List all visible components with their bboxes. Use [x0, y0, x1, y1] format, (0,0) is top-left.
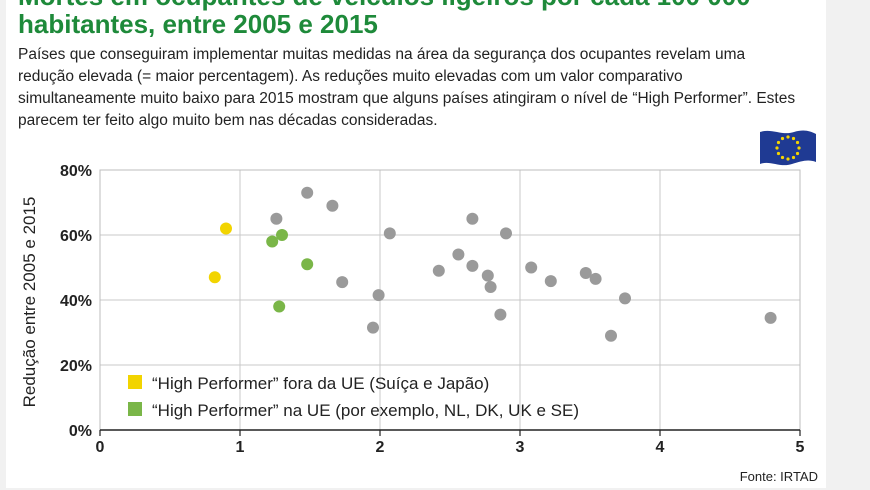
legend-swatch	[128, 402, 142, 416]
legend: “High Performer” fora da UE (Suíça e Jap…	[128, 374, 579, 420]
data-point	[301, 186, 314, 199]
data-point	[301, 258, 314, 271]
data-point	[276, 229, 288, 241]
data-point	[372, 289, 385, 302]
data-point	[500, 227, 512, 240]
data-point	[326, 199, 339, 212]
data-point	[383, 227, 396, 240]
data-point	[432, 264, 445, 277]
chart-panel	[6, 0, 826, 488]
chart-subtitle: Países que conseguiram implementar muita…	[18, 46, 796, 129]
data-point	[481, 269, 494, 282]
data-point	[367, 321, 379, 334]
x-tick-label: 2	[376, 439, 385, 456]
legend-swatch	[128, 375, 142, 389]
y-tick-label: 80%	[60, 163, 92, 180]
data-point	[466, 212, 479, 225]
x-tick-label: 3	[516, 439, 525, 456]
x-tick-label: 5	[796, 439, 805, 456]
y-tick-label: 40%	[60, 293, 92, 310]
data-point	[589, 272, 602, 285]
y-axis-label: Redução entre 2005 e 2015	[20, 197, 39, 408]
y-tick-label: 60%	[60, 228, 92, 245]
data-point	[220, 222, 232, 235]
x-axis-ticks: 0 1 2 3 4 5	[96, 430, 805, 456]
data-point	[764, 311, 777, 324]
data-point	[273, 300, 286, 313]
source-note: Fonte: IRTAD	[739, 469, 818, 484]
data-point	[579, 267, 592, 280]
data-point	[544, 275, 557, 288]
data-points	[208, 186, 777, 342]
data-point	[452, 248, 465, 261]
chart-title-line-2: habitantes, entre 2005 e 2015	[18, 9, 378, 39]
y-axis-ticks: 0% 20% 40% 60% 80%	[60, 163, 92, 440]
data-point	[619, 292, 631, 305]
data-point	[494, 308, 507, 321]
data-point	[484, 281, 497, 293]
data-point	[270, 212, 283, 225]
grid-lines	[100, 170, 800, 430]
eu-flag-icon	[760, 130, 816, 166]
data-point	[266, 235, 279, 248]
legend-label: “High Performer” na UE (por exemplo, NL,…	[152, 401, 579, 420]
x-tick-label: 1	[236, 439, 245, 456]
data-point	[466, 259, 479, 272]
legend-label: “High Performer” fora da UE (Suíça e Jap…	[152, 374, 489, 393]
data-point	[336, 276, 349, 289]
data-point	[208, 271, 221, 284]
data-point	[525, 261, 538, 274]
chart-title-line-1: Mortes em ocupantes de veículos ligeiros…	[18, 0, 818, 10]
x-tick-label: 0	[96, 439, 105, 456]
chart-title: Mortes em ocupantes de veículos ligeiros…	[18, 0, 818, 38]
data-point	[605, 329, 617, 342]
y-tick-label: 20%	[60, 358, 92, 375]
x-tick-label: 4	[656, 439, 665, 456]
y-tick-label: 0%	[69, 423, 92, 440]
